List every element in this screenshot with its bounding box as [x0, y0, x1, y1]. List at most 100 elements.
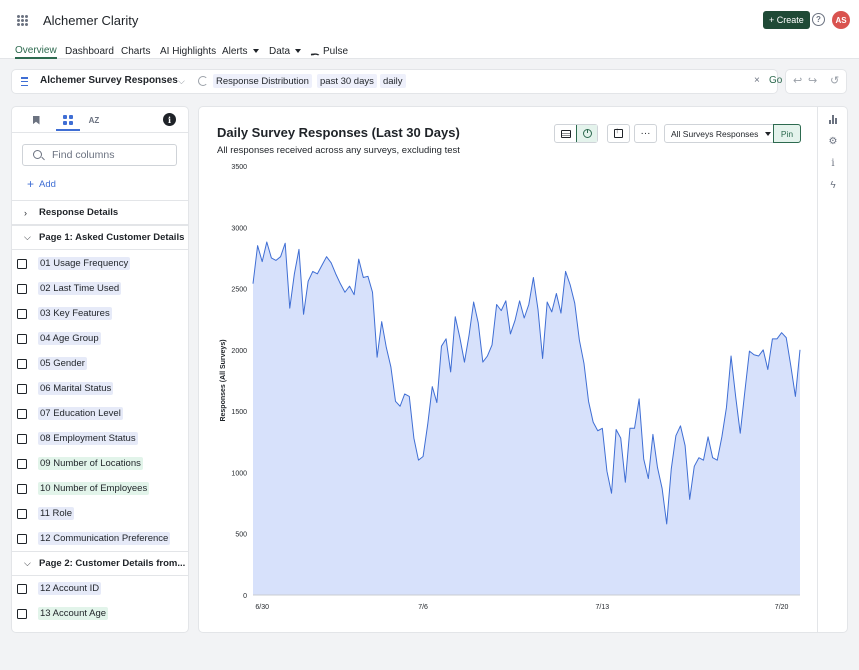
chevron-right-icon: › — [24, 207, 27, 218]
field-checkbox[interactable] — [17, 408, 27, 419]
lightning-icon[interactable]: ϟ — [830, 179, 836, 191]
pin-button[interactable]: Pin — [773, 124, 801, 143]
export-button[interactable] — [608, 125, 629, 142]
field-row[interactable]: 03 Key Features — [12, 301, 188, 326]
column-search[interactable] — [22, 144, 177, 166]
section-page-2[interactable]: ⌵ Page 2: Customer Details from... — [12, 551, 188, 576]
chevron-down-icon[interactable]: ⌵ — [178, 76, 185, 86]
view-toggle — [554, 124, 598, 143]
avatar[interactable]: AS — [832, 11, 850, 29]
search-input[interactable] — [52, 148, 172, 162]
field-checkbox[interactable] — [17, 283, 27, 294]
y-tick-label: 0 — [243, 593, 247, 600]
chart-view-button[interactable] — [576, 125, 597, 142]
table-view-button[interactable] — [555, 125, 576, 142]
query-pill-granularity[interactable]: daily — [380, 74, 406, 88]
add-label: Add — [39, 178, 56, 190]
tab-alerts[interactable]: Alerts — [222, 43, 259, 59]
gear-icon[interactable]: ⚙ — [828, 135, 838, 147]
field-label: 01 Usage Frequency — [38, 257, 131, 270]
export-icon — [614, 126, 623, 138]
field-checkbox[interactable] — [17, 608, 27, 619]
field-checkbox[interactable] — [17, 358, 27, 369]
create-button[interactable]: + Create — [763, 11, 810, 29]
query-bar[interactable]: Alchemer Survey Responses ⌵ Response Dis… — [12, 70, 782, 93]
chart-title: Daily Survey Responses (Last 30 Days) — [217, 125, 460, 140]
field-checkbox[interactable] — [17, 308, 27, 319]
tab-alerts-label: Alerts — [222, 45, 248, 57]
tab-overview-label: Overview — [15, 44, 57, 56]
field-row[interactable]: 10 Number of Employees — [12, 476, 188, 501]
tab-charts[interactable]: Charts — [121, 43, 150, 59]
tab-bookmarks[interactable] — [27, 113, 45, 127]
tab-pulse[interactable]: Pulse — [310, 43, 348, 59]
y-tick-label: 1500 — [231, 409, 247, 416]
field-checkbox[interactable] — [17, 483, 27, 494]
field-checkbox[interactable] — [17, 533, 27, 544]
field-row[interactable]: 11 Role — [12, 501, 188, 526]
close-icon[interactable]: × — [754, 75, 760, 86]
field-row[interactable]: 01 Usage Frequency — [12, 251, 188, 276]
field-row[interactable]: 06 Marital Status — [12, 376, 188, 401]
info-icon[interactable]: i — [831, 157, 835, 169]
field-checkbox[interactable] — [17, 458, 27, 469]
tab-columns[interactable] — [56, 111, 80, 131]
tab-overview[interactable]: Overview — [15, 43, 57, 59]
field-label: 02 Last Time Used — [38, 282, 122, 295]
bar-chart-icon[interactable] — [827, 113, 839, 125]
field-label: 12 Account ID — [38, 582, 102, 595]
help-icon[interactable]: ? — [812, 13, 825, 26]
field-row[interactable]: 09 Number of Locations — [12, 451, 188, 476]
add-column-button[interactable]: + Add — [27, 177, 56, 191]
section-label: Response Details — [39, 207, 119, 218]
reset-icon[interactable]: ↺ — [830, 75, 840, 87]
info-icon[interactable]: i — [163, 113, 176, 126]
more-button[interactable]: ··· — [635, 125, 656, 142]
field-checkbox[interactable] — [17, 583, 27, 594]
tab-dashboard-label: Dashboard — [65, 45, 114, 57]
field-checkbox[interactable] — [17, 383, 27, 394]
undo-icon[interactable]: ↩ — [793, 75, 803, 87]
survey-filter-dropdown[interactable]: All Surveys Responses — [664, 124, 774, 143]
field-row[interactable]: 12 Account ID — [12, 576, 188, 601]
sort-az-icon: AZ — [88, 115, 100, 125]
section-response-details[interactable]: › Response Details — [12, 200, 188, 225]
data-source-selector[interactable]: Alchemer Survey Responses — [40, 75, 178, 86]
query-pill-date-range[interactable]: past 30 days — [317, 74, 377, 88]
redo-icon[interactable]: ↪ — [808, 75, 818, 87]
columns-panel-tabs: AZ i — [12, 107, 188, 133]
field-checkbox[interactable] — [17, 333, 27, 344]
field-row[interactable]: 13 Account Age — [12, 601, 188, 626]
menu-lines-icon[interactable] — [21, 77, 28, 86]
table-icon — [560, 129, 571, 138]
field-row[interactable]: 02 Last Time Used — [12, 276, 188, 301]
field-row[interactable]: 05 Gender — [12, 351, 188, 376]
bookmark-icon — [32, 115, 40, 125]
y-tick-label: 3500 — [231, 164, 247, 171]
field-row[interactable]: 07 Education Level — [12, 401, 188, 426]
y-axis-label: Responses (All Surveys) — [220, 339, 227, 421]
section-page-1[interactable]: ⌵ Page 1: Asked Customer Details — [12, 225, 188, 250]
tab-sort-az[interactable]: AZ — [85, 113, 103, 127]
y-tick-label: 2000 — [231, 348, 247, 355]
series-line — [252, 241, 801, 525]
field-checkbox[interactable] — [17, 433, 27, 444]
right-rail: ⚙ i ϟ — [817, 107, 847, 632]
query-pill-measure[interactable]: Response Distribution — [213, 74, 312, 88]
field-row[interactable]: 08 Employment Status — [12, 426, 188, 451]
field-label: 03 Key Features — [38, 307, 112, 320]
tab-data[interactable]: Data — [269, 43, 302, 59]
chevron-down-icon: ⌵ — [24, 232, 31, 242]
field-checkbox[interactable] — [17, 258, 27, 269]
apps-grid-icon[interactable] — [17, 15, 28, 26]
field-row[interactable]: 12 Communication Preference — [12, 526, 188, 551]
chevron-down-icon — [765, 131, 772, 136]
tab-ai-highlights[interactable]: AI Highlights — [160, 43, 216, 59]
y-tick-label: 3000 — [231, 225, 247, 232]
field-row[interactable]: 04 Age Group — [12, 326, 188, 351]
field-checkbox[interactable] — [17, 508, 27, 519]
tab-dashboard[interactable]: Dashboard — [65, 43, 114, 59]
export-group — [607, 124, 630, 143]
go-button[interactable]: Go — [769, 75, 783, 86]
tab-ai-highlights-label: AI Highlights — [160, 45, 217, 57]
